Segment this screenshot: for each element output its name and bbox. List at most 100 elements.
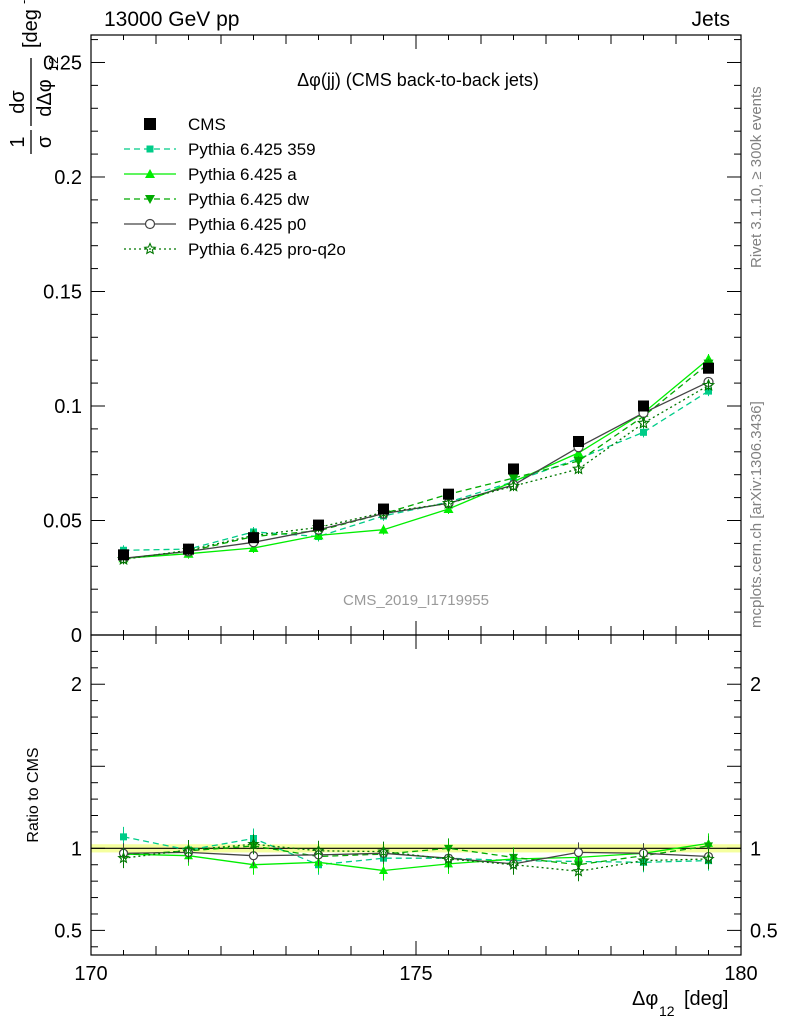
ratio-point xyxy=(572,864,585,877)
x-tick-label: 180 xyxy=(724,963,757,985)
data-point xyxy=(313,519,324,531)
y-axis-label-num: 1 xyxy=(7,136,29,147)
data-point xyxy=(705,387,712,395)
legend-label: Pythia 6.425 a xyxy=(188,165,297,184)
legend-label: CMS xyxy=(188,115,226,134)
legend-marker xyxy=(146,145,154,153)
analysis-watermark: CMS_2019_I1719955 xyxy=(343,592,489,609)
series-line xyxy=(123,358,709,559)
data-point xyxy=(703,362,714,374)
legend-marker xyxy=(145,169,155,178)
ratio-y-tick-label: 1 xyxy=(71,838,82,860)
ratio-frame xyxy=(90,634,742,956)
legend-marker xyxy=(145,195,155,204)
chart-title: Δφ(jj) (CMS back-to-back jets) xyxy=(297,70,539,90)
data-point xyxy=(248,532,259,544)
legend-marker xyxy=(144,218,156,230)
ratio-y-tick-label-right: 1 xyxy=(750,838,761,860)
ratio-y-tick-label-right: 0.5 xyxy=(750,920,778,942)
ratio-y-axis-label: Ratio to CMS xyxy=(25,747,42,842)
ratio-y-tick-label: 0.5 xyxy=(54,920,82,942)
ratio-point xyxy=(379,865,388,874)
ratio-point xyxy=(312,844,325,856)
ratio-y-tick-label-right: 2 xyxy=(750,674,761,696)
y-tick-label: 0.05 xyxy=(43,510,82,532)
ratio-point xyxy=(704,842,713,851)
data-point xyxy=(573,435,584,447)
series-line xyxy=(123,390,709,551)
ratio-series-pythia-6-425-a xyxy=(119,833,713,881)
ratio-point xyxy=(120,833,127,841)
data-point xyxy=(640,428,647,436)
legend-label: Pythia 6.425 p0 xyxy=(188,215,306,234)
x-tick-label: 170 xyxy=(74,963,107,985)
ratio-point xyxy=(573,847,584,858)
data-point xyxy=(378,503,389,515)
x-axis-label-unit: [deg] xyxy=(684,988,728,1010)
data-point xyxy=(573,456,584,466)
ratio-series-pythia-6-425-pro-q2o xyxy=(117,834,715,882)
series-pythia-6-425-dw xyxy=(118,358,714,564)
data-point xyxy=(573,447,584,457)
y-tick-label: 0.15 xyxy=(43,281,82,303)
data-point xyxy=(378,524,389,534)
y-tick-label: 0.2 xyxy=(54,167,82,189)
ratio-line xyxy=(123,843,709,872)
y-axis-label-unit-sup: -1 xyxy=(16,0,31,4)
legend-item: Pythia 6.425 dw xyxy=(124,190,310,209)
ratio-line xyxy=(123,845,709,866)
series-pythia-6-425-p0 xyxy=(118,376,714,564)
header-process-label: 13000 GeV pp xyxy=(104,8,240,31)
y-tick-label: 0.25 xyxy=(43,52,82,74)
series-pythia-6-425-a xyxy=(118,354,714,564)
x-tick-label: 175 xyxy=(399,963,432,985)
ratio-y-tick-label: 2 xyxy=(71,674,82,696)
data-point xyxy=(638,400,649,412)
ratio-point xyxy=(247,837,260,850)
y-tick-label: 0.1 xyxy=(54,396,82,418)
data-point xyxy=(441,496,456,509)
data-point xyxy=(701,378,716,391)
y-axis-label-dnum: dσ xyxy=(7,90,29,114)
data-point xyxy=(248,542,259,552)
legend: CMS Pythia 6.425 359 Pythia 6.425 a Pythia … xyxy=(124,115,346,259)
legend-item: CMS xyxy=(144,115,226,134)
data-point xyxy=(118,549,129,561)
y-axis-label-unit: [deg xyxy=(20,9,42,48)
data-point xyxy=(508,474,519,484)
data-point xyxy=(571,462,586,475)
ratio-point xyxy=(507,858,520,870)
ratio-point xyxy=(117,851,130,864)
series-pythia-6-425-359 xyxy=(120,386,712,556)
series-pythia-6-425-pro-q2o xyxy=(116,378,716,566)
data-point xyxy=(508,463,519,475)
series-line xyxy=(123,384,709,561)
series-line xyxy=(123,381,709,559)
y-axis-label-dden: dΔφ xyxy=(34,79,56,116)
ratio-point xyxy=(377,845,390,857)
legend-item: Pythia 6.425 a xyxy=(124,165,297,184)
y-axis-label-sub: 12 xyxy=(46,57,61,71)
ratio-point xyxy=(702,852,715,865)
x-axis-label-main: Δφ xyxy=(632,988,658,1010)
legend-marker xyxy=(143,242,157,255)
legend-item: Pythia 6.425 p0 xyxy=(124,215,306,234)
legend-item: Pythia 6.425 pro-q2o xyxy=(124,240,346,259)
legend-label: Pythia 6.425 359 xyxy=(188,140,316,159)
ratio-line xyxy=(123,851,709,865)
ratio-point xyxy=(442,852,455,865)
y-tick-label: 0 xyxy=(71,625,82,647)
data-point xyxy=(636,416,651,429)
data-point xyxy=(443,488,454,500)
legend-label: Pythia 6.425 dw xyxy=(188,190,310,209)
data-point xyxy=(183,543,194,555)
ratio-point xyxy=(637,854,650,866)
ratio-line xyxy=(123,836,709,866)
x-axis-label-sub: 12 xyxy=(659,1003,675,1019)
legend-item: Pythia 6.425 359 xyxy=(124,140,316,159)
header-analysis-label: Jets xyxy=(691,8,730,31)
legend-label: Pythia 6.425 pro-q2o xyxy=(188,240,346,259)
